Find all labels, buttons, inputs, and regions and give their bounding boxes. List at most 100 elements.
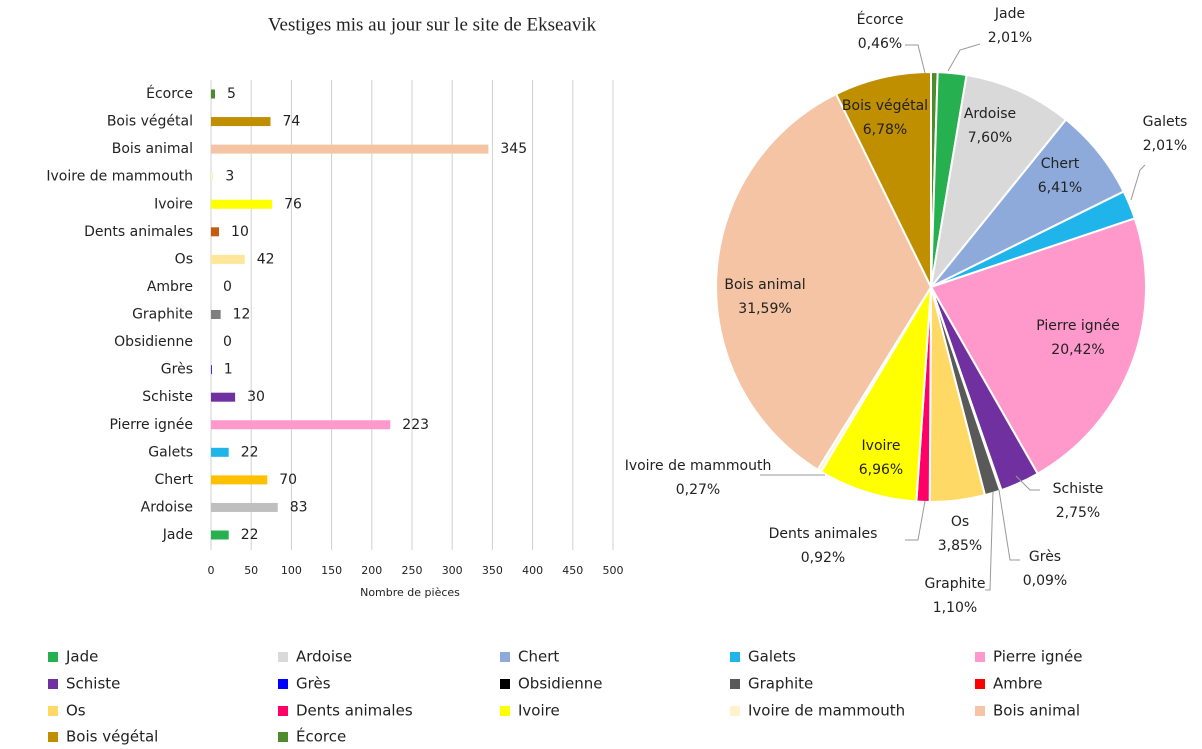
slice-value-label: 7,60% xyxy=(968,130,1012,146)
legend-label: Ambre xyxy=(993,675,1042,693)
y-tick-label: Os xyxy=(175,251,193,267)
y-tick-label: Grès xyxy=(161,362,193,378)
legend-label: Ivoire de mammouth xyxy=(748,702,905,720)
slice-value-label: 20,42% xyxy=(1051,342,1104,358)
slice-label: Schiste xyxy=(1053,481,1104,497)
x-tick-label: 250 xyxy=(402,564,423,577)
slice-label: Grès xyxy=(1029,549,1061,565)
leader-line xyxy=(947,43,981,72)
leader-line xyxy=(985,491,994,591)
value-label: 223 xyxy=(402,417,429,433)
y-tick-label: Dents animales xyxy=(84,224,193,240)
x-tick-label: 450 xyxy=(562,564,583,577)
legend-swatch xyxy=(278,652,288,662)
legend-label: Ivoire xyxy=(518,702,560,720)
slice-label: Graphite xyxy=(925,576,986,592)
slice-value-label: 0,27% xyxy=(676,482,720,498)
bar xyxy=(211,530,229,540)
bar xyxy=(211,420,391,430)
slice-value-label: 2,01% xyxy=(988,30,1032,46)
slice-label: Ivoire de mammouth xyxy=(625,458,772,474)
legend-label: Obsidienne xyxy=(518,675,602,693)
bar xyxy=(211,475,268,485)
value-label: 76 xyxy=(284,196,302,212)
slice-label: Écorce xyxy=(857,11,904,28)
pie-slice xyxy=(834,70,932,288)
legend-swatch xyxy=(278,706,288,716)
y-tick-label: Écorce xyxy=(146,85,193,102)
bar xyxy=(211,310,221,319)
slice-label: Pierre ignée xyxy=(1036,318,1120,334)
legend-label: Ardoise xyxy=(296,648,352,666)
legend-label: Pierre ignée xyxy=(993,648,1083,666)
y-tick-label: Jade xyxy=(162,527,193,543)
value-label: 22 xyxy=(241,527,259,543)
legend-label: Os xyxy=(66,702,86,720)
legend-label: Dents animales xyxy=(296,702,413,720)
leader-line xyxy=(1015,475,1040,491)
value-label: 30 xyxy=(247,389,265,405)
slice-value-label: 2,01% xyxy=(1143,138,1187,154)
x-tick-label: 400 xyxy=(522,564,543,577)
slice-label: Chert xyxy=(1041,156,1080,172)
bar xyxy=(211,89,216,99)
x-tick-label: 150 xyxy=(321,564,342,577)
chart-title: Vestiges mis au jour sur le site de Ekse… xyxy=(268,14,597,35)
y-tick-label: Bois végétal xyxy=(107,114,193,130)
value-label: 0 xyxy=(223,279,232,295)
slice-value-label: 0,46% xyxy=(858,36,902,52)
legend-swatch xyxy=(500,652,510,662)
legend-swatch xyxy=(500,679,510,689)
legend-label: Bois animal xyxy=(993,702,1080,720)
x-tick-label: 100 xyxy=(281,564,302,577)
y-tick-label: Ivoire de mammouth xyxy=(46,169,193,185)
value-label: 83 xyxy=(290,499,308,515)
slice-label: Ivoire xyxy=(862,438,901,454)
legend-swatch xyxy=(48,679,58,689)
value-label: 5 xyxy=(227,86,236,102)
legend-label: Grès xyxy=(296,675,331,693)
pie-slice xyxy=(819,286,932,503)
bar xyxy=(211,447,229,457)
slice-value-label: 2,75% xyxy=(1056,505,1100,521)
value-label: 10 xyxy=(231,224,249,240)
slice-label: Ardoise xyxy=(964,106,1016,122)
pie-slice xyxy=(715,92,933,472)
slice-value-label: 31,59% xyxy=(738,301,791,317)
legend-label: Chert xyxy=(518,648,559,666)
bar xyxy=(211,365,212,375)
legend-label: Schiste xyxy=(66,675,120,693)
leader-line xyxy=(905,44,926,74)
legend-swatch xyxy=(278,679,288,689)
y-tick-label: Pierre ignée xyxy=(109,417,193,433)
y-tick-label: Ardoise xyxy=(141,499,193,515)
leader-line xyxy=(905,500,926,541)
legend-swatch xyxy=(278,732,288,742)
bar xyxy=(211,254,245,264)
bar xyxy=(211,502,278,512)
y-tick-label: Obsidienne xyxy=(114,334,193,350)
x-tick-label: 0 xyxy=(208,564,215,577)
slice-value-label: 0,92% xyxy=(801,550,845,566)
bar xyxy=(211,199,273,209)
value-label: 3 xyxy=(225,169,234,185)
y-tick-label: Graphite xyxy=(132,307,193,323)
legend-swatch xyxy=(975,679,985,689)
legend-label: Bois végétal xyxy=(66,728,158,746)
y-tick-label: Chert xyxy=(154,472,193,488)
x-tick-label: 300 xyxy=(442,564,463,577)
slice-value-label: 6,96% xyxy=(859,462,903,478)
slice-label: Galets xyxy=(1143,114,1188,130)
value-label: 42 xyxy=(257,251,275,267)
y-tick-label: Bois animal xyxy=(112,141,193,157)
legend-swatch xyxy=(730,679,740,689)
y-tick-label: Ambre xyxy=(147,279,193,295)
slice-label: Bois végétal xyxy=(842,98,928,114)
bar xyxy=(211,172,214,182)
value-label: 345 xyxy=(500,141,527,157)
legend-swatch xyxy=(500,706,510,716)
leader-line xyxy=(1130,164,1146,201)
slice-value-label: 0,09% xyxy=(1023,573,1067,589)
legend-swatch xyxy=(48,732,58,742)
legend-swatch xyxy=(730,706,740,716)
